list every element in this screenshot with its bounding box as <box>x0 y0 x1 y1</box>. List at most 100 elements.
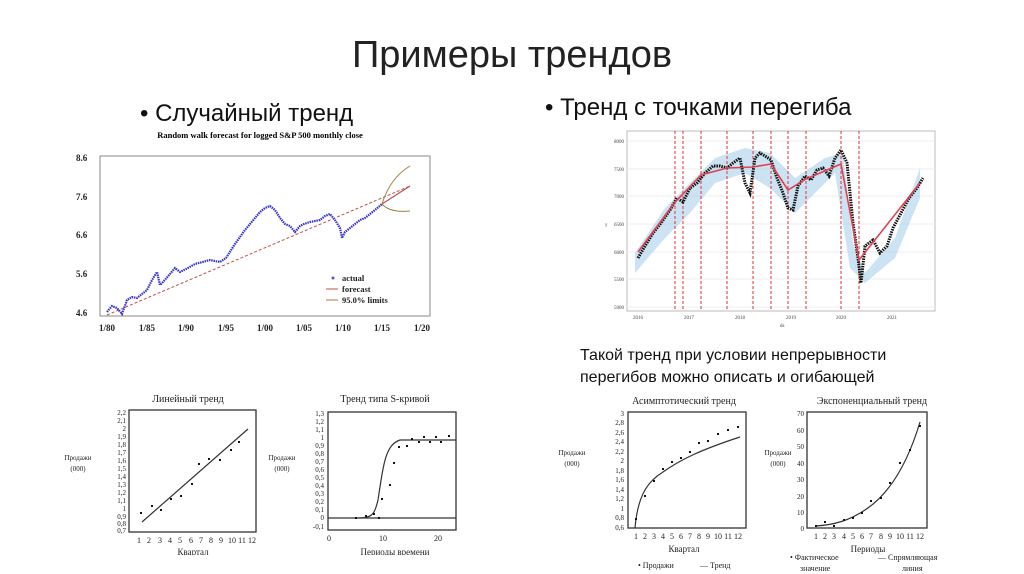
svg-text:2020: 2020 <box>836 316 847 321</box>
svg-text:2016: 2016 <box>633 316 644 321</box>
svg-text:1/15: 1/15 <box>374 323 391 333</box>
svg-text:3: 3 <box>652 532 656 541</box>
data-points <box>355 435 450 519</box>
x-axis-label: Квартал <box>668 544 700 554</box>
svg-text:1/00: 1/00 <box>257 323 274 333</box>
svg-text:1,5: 1,5 <box>117 465 126 473</box>
svg-text:1/95: 1/95 <box>218 323 235 333</box>
legend-sales: • Продажи <box>638 561 674 570</box>
y-axis-unit: (000) <box>70 465 86 473</box>
svg-text:6: 6 <box>860 532 864 541</box>
svg-text:2,2: 2,2 <box>117 409 126 417</box>
svg-text:8: 8 <box>209 536 213 545</box>
svg-text:3: 3 <box>158 536 162 545</box>
note-line-1: Такой тренд при условии непрерывности <box>580 347 887 364</box>
x-axis-ticks: 1/80 1/85 1/90 1/95 1/00 1/05 1/10 1/15 1/20 <box>99 323 431 333</box>
svg-text:1/85: 1/85 <box>139 323 156 333</box>
svg-text:10: 10 <box>797 509 805 517</box>
chart-title: Линейный тренд <box>152 394 224 405</box>
svg-text:1,6: 1,6 <box>615 476 624 484</box>
random-walk-chart: Random walk forecast for logged S&P 500 … <box>76 130 431 333</box>
x-axis-ticks: 1 2 3 4 5 6 7 8 9 10 11 12 <box>814 532 924 541</box>
svg-text:9: 9 <box>219 536 223 545</box>
svg-text:1: 1 <box>321 434 325 442</box>
svg-text:0,7: 0,7 <box>315 458 324 466</box>
svg-text:2,6: 2,6 <box>615 429 624 437</box>
svg-text:1/80: 1/80 <box>99 323 116 333</box>
svg-text:7: 7 <box>869 532 873 541</box>
svg-text:4: 4 <box>168 536 172 545</box>
svg-text:5: 5 <box>851 532 855 541</box>
svg-text:10: 10 <box>379 534 387 543</box>
asymptotic-trend-chart: Асимптотический тренд Продажи (000) 32,8… <box>558 396 747 570</box>
svg-text:1: 1 <box>634 532 638 541</box>
svg-text:2: 2 <box>123 425 127 433</box>
svg-text:6.6: 6.6 <box>76 230 88 240</box>
bullet-random-trend: • Случайный тренд <box>140 100 354 127</box>
svg-text:9: 9 <box>706 532 710 541</box>
slide-title: Примеры трендов <box>351 34 673 76</box>
inflection-note: Такой тренд при условии непрерывности пе… <box>580 345 886 389</box>
y-axis-label: Продажи <box>64 454 91 462</box>
trend-curve <box>634 436 741 529</box>
svg-text:forecast: forecast <box>342 284 371 294</box>
svg-text:7.6: 7.6 <box>76 192 88 202</box>
svg-text:actual: actual <box>342 273 365 283</box>
svg-text:0,8: 0,8 <box>615 514 624 522</box>
x-axis-label: Периоды <box>851 544 886 554</box>
svg-text:10: 10 <box>896 532 904 541</box>
svg-text:0: 0 <box>321 514 325 522</box>
svg-text:6: 6 <box>189 536 193 545</box>
svg-text:-0,1: -0,1 <box>313 523 325 531</box>
svg-text:1,2: 1,2 <box>117 489 126 497</box>
svg-text:11: 11 <box>724 532 732 541</box>
svg-text:20: 20 <box>797 493 805 501</box>
random-walk-title: Random walk forecast for logged S&P 500 … <box>157 130 363 140</box>
upper-limit-line <box>381 165 411 205</box>
svg-text:9: 9 <box>888 532 892 541</box>
svg-text:10: 10 <box>714 532 722 541</box>
svg-text:0,6: 0,6 <box>615 524 624 532</box>
svg-text:95.0% limits: 95.0% limits <box>342 295 388 305</box>
bullet-inflection-trend: • Тренд с точками перегиба <box>545 94 852 121</box>
svg-text:0,3: 0,3 <box>315 490 324 498</box>
plot-frame <box>627 411 747 529</box>
svg-text:1,6: 1,6 <box>117 457 126 465</box>
svg-text:0,8: 0,8 <box>117 520 126 528</box>
x-axis-label: ds <box>780 324 785 329</box>
x-axis-label: Квартал <box>177 547 209 555</box>
legend-trend: — Тренд <box>699 561 730 570</box>
svg-text:3: 3 <box>832 532 836 541</box>
y-axis-ticks: 8.6 7.6 6.6 5.6 4.6 <box>76 153 88 318</box>
y-axis-ticks: 1,31,21,110,90,80,70,60,50,40,30,20,10-0… <box>313 410 325 531</box>
plot-frame <box>626 130 936 312</box>
svg-text:11: 11 <box>238 536 246 545</box>
svg-text:7: 7 <box>199 536 203 545</box>
svg-text:3: 3 <box>621 410 625 418</box>
legend-actual: • Фактическое <box>790 553 839 562</box>
svg-text:1: 1 <box>123 505 127 513</box>
y-axis-label: Продажи <box>268 454 295 462</box>
svg-text:6: 6 <box>679 532 683 541</box>
random-walk-legend: actual forecast 95.0% limits <box>326 273 388 305</box>
linear-trend-chart: Линейный тренд Продажи (000) 2,22,121,91… <box>64 394 257 555</box>
svg-text:1/05: 1/05 <box>296 323 313 333</box>
svg-text:5500: 5500 <box>614 278 625 283</box>
data-points <box>815 425 921 527</box>
svg-text:12: 12 <box>916 532 924 541</box>
svg-text:1,3: 1,3 <box>117 481 126 489</box>
y-axis-label: Продажи <box>558 449 585 457</box>
svg-text:0: 0 <box>327 534 331 543</box>
svg-text:1,2: 1,2 <box>315 418 324 426</box>
svg-text:1,8: 1,8 <box>117 441 126 449</box>
svg-text:8000: 8000 <box>614 140 625 145</box>
svg-text:1: 1 <box>137 536 141 545</box>
plot-frame <box>128 409 257 533</box>
svg-text:50: 50 <box>797 443 805 451</box>
svg-text:2: 2 <box>621 457 625 465</box>
svg-text:1,1: 1,1 <box>117 497 126 505</box>
chart-title: Асимптотический тренд <box>632 396 736 407</box>
svg-text:0,8: 0,8 <box>315 450 324 458</box>
svg-text:7500: 7500 <box>614 168 625 173</box>
